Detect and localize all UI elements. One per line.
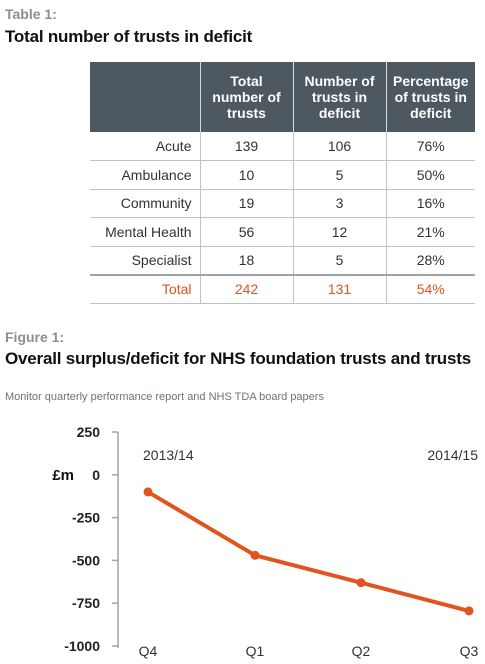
y-axis-label: £m (52, 467, 74, 484)
cell-deficit: 12 (292, 217, 386, 247)
year-label: 2014/15 (427, 447, 478, 463)
total-label: Total (90, 273, 200, 304)
table-row: Mental Health 56 12 21% (90, 217, 475, 247)
figure-label: Figure 1: (5, 329, 65, 345)
table-label: Table 1: (5, 6, 57, 22)
year-label: 2013/14 (143, 447, 194, 463)
row-label: Ambulance (90, 160, 200, 190)
cell-pct: 50% (385, 160, 475, 190)
data-point (356, 578, 366, 588)
x-tick-label: Q3 (460, 643, 479, 659)
y-tick-label: -500 (72, 552, 100, 568)
y-tick-label: 250 (77, 424, 101, 440)
table-title: Total number of trusts in deficit (5, 27, 253, 46)
cell-total: 139 (199, 132, 293, 161)
table-header-row: Total number of trusts Number of trusts … (90, 62, 475, 132)
cell-deficit: 3 (292, 189, 386, 218)
cell-pct: 76% (385, 132, 475, 161)
table-total-row: Total 242 131 54% (90, 273, 475, 304)
cell-pct: 21% (385, 217, 475, 247)
cell-deficit: 106 (292, 132, 386, 161)
series-line (146, 489, 471, 613)
header-total-number: Total number of trusts (199, 62, 293, 132)
header-blank (90, 62, 200, 132)
row-label: Specialist (90, 246, 200, 275)
table-row: Acute 139 106 76% (90, 132, 475, 161)
total-cell-pct: 54% (385, 273, 475, 304)
cell-total: 10 (199, 160, 293, 190)
cell-total: 56 (199, 217, 293, 247)
x-tick-label: Q4 (139, 643, 158, 659)
x-axis: Q4 Q1 Q2 Q3 2013/14 2014/15 (139, 447, 479, 659)
row-label: Community (90, 189, 200, 218)
cell-deficit: 5 (292, 246, 386, 275)
data-point (464, 606, 474, 616)
cell-pct: 28% (385, 246, 475, 275)
cell-pct: 16% (385, 189, 475, 218)
row-label: Mental Health (90, 217, 200, 247)
cell-deficit: 5 (292, 160, 386, 190)
cell-total: 18 (199, 246, 293, 275)
header-number-in-deficit: Number of trusts in deficit (292, 62, 386, 132)
total-cell-total: 242 (199, 273, 293, 304)
x-tick-label: Q2 (352, 643, 371, 659)
row-label: Acute (90, 132, 200, 161)
line-chart: 250 0 -250 -500 -750 -1000 £m Q4 Q1 Q2 Q3 2013/14 2… (52, 424, 479, 659)
cell-total: 19 (199, 189, 293, 218)
table-row: Community 19 3 16% (90, 189, 475, 218)
figure-source: Monitor quarterly performance report and… (5, 391, 324, 403)
series (143, 487, 474, 616)
y-tick-label: -1000 (64, 638, 100, 654)
figure-title: Overall surplus/deficit for NHS foundati… (5, 349, 471, 368)
header-percentage-in-deficit: Percentage of trusts in deficit (385, 62, 475, 132)
x-tick-label: Q1 (246, 643, 265, 659)
data-point (250, 550, 260, 560)
table-row: Ambulance 10 5 50% (90, 160, 475, 190)
y-axis: 250 0 -250 -500 -750 -1000 £m (52, 424, 119, 654)
y-tick-label: -750 (72, 595, 100, 611)
data-point (143, 487, 153, 497)
deficit-table: Total number of trusts Number of trusts … (90, 62, 475, 304)
y-tick-label: 0 (92, 467, 100, 483)
table-row: Specialist 18 5 28% (90, 246, 475, 275)
y-tick-label: -250 (72, 510, 100, 526)
total-cell-deficit: 131 (292, 273, 386, 304)
